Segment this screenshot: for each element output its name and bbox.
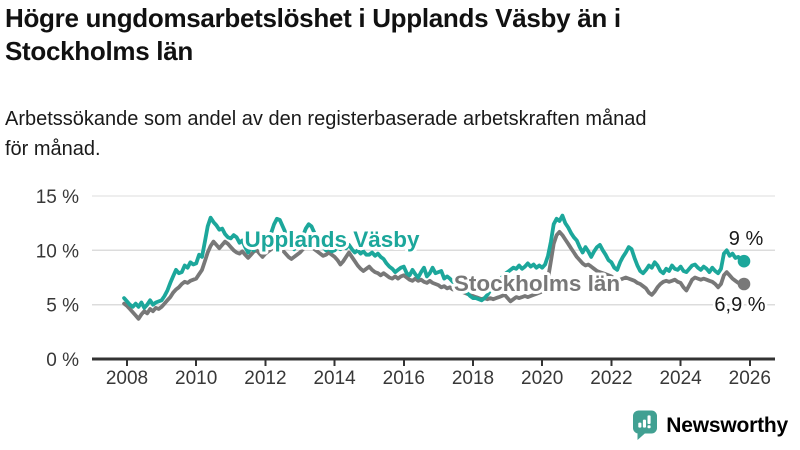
series-line-stockholms-l-n: [122, 230, 746, 321]
newsworthy-logo-text: Newsworthy: [666, 413, 788, 437]
x-tick-label: 2010: [175, 368, 217, 389]
chart-title: Högre ungdomsarbetslöshet i Upplands Väs…: [5, 2, 795, 68]
x-tick-label: 2018: [452, 368, 494, 389]
x-tick-label: 2014: [313, 368, 356, 389]
newsworthy-logo[interactable]: Newsworthy: [632, 410, 788, 441]
chart-header: Högre ungdomsarbetslöshet i Upplands Väs…: [5, 2, 795, 164]
end-value-label-upplands-v-sby: 9 %: [729, 228, 764, 250]
x-tick-label: 2016: [383, 368, 425, 389]
chart-subtitle: Arbetssökande som andel av den registerb…: [5, 104, 795, 164]
series-end-dot-upplands-v-sby: [737, 254, 751, 268]
x-tick-label: 2008: [106, 368, 148, 389]
subtitle-line-2: för månad.: [5, 138, 101, 160]
y-tick-label: 10 %: [36, 241, 79, 262]
series-label-stockholms-l-n: Stockholms län: [454, 271, 620, 296]
title-line-1: Högre ungdomsarbetslöshet i Upplands Väs…: [5, 3, 621, 33]
subtitle-line-1: Arbetssökande som andel av den registerb…: [5, 108, 647, 130]
title-line-2: Stockholms län: [5, 36, 193, 66]
y-tick-label: 5 %: [46, 296, 79, 317]
x-tick-label: 2024: [659, 368, 702, 389]
series-line-upplands-v-sby: [122, 213, 746, 310]
series-label-upplands-v-sby: Upplands Väsby: [244, 227, 420, 252]
end-value-label-stockholms-l-n: 6,9 %: [714, 294, 765, 316]
x-tick-label: 2022: [590, 368, 632, 389]
x-tick-label: 2026: [729, 368, 771, 389]
newsworthy-icon: [633, 410, 658, 440]
y-tick-label: 0 %: [46, 350, 79, 371]
y-tick-label: 15 %: [36, 187, 79, 208]
x-tick-label: 2012: [244, 368, 286, 389]
series-end-dot-stockholms-l-n: [737, 277, 751, 291]
x-tick-label: 2020: [521, 368, 563, 389]
